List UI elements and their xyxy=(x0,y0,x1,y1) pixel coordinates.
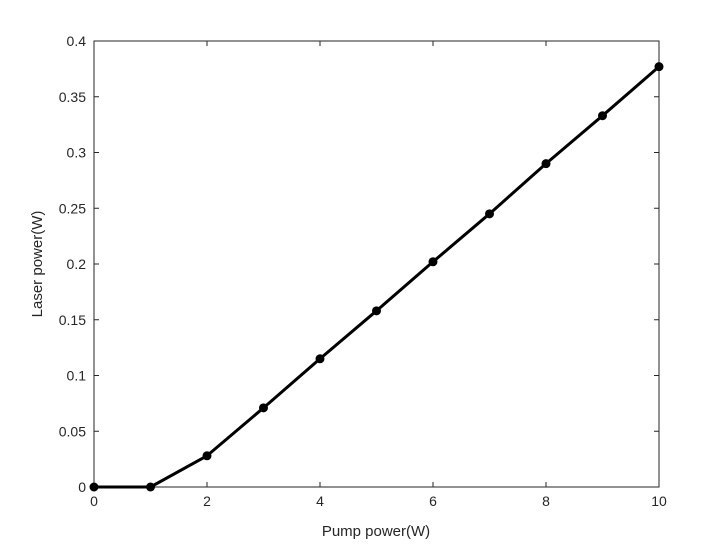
series-layer xyxy=(89,62,664,492)
x-tick-label: 10 xyxy=(651,493,667,509)
y-tick-label: 0.35 xyxy=(59,89,86,105)
y-tick-label: 0.4 xyxy=(67,33,87,49)
x-axis: 0 2 4 6 8 10 xyxy=(90,41,667,509)
data-point xyxy=(89,482,99,492)
y-axis: 0 0.05 0.1 0.15 0.2 0.25 0.3 0.35 0.4 xyxy=(59,33,659,495)
y-tick-label: 0.25 xyxy=(59,200,86,216)
y-axis-label: Laser power(W) xyxy=(29,211,46,318)
x-axis-label: Pump power(W) xyxy=(322,523,430,540)
data-point xyxy=(541,159,551,169)
data-point xyxy=(428,257,438,267)
axes-box xyxy=(93,40,660,488)
data-point xyxy=(654,62,664,72)
y-tick-label: 0 xyxy=(78,479,86,495)
data-point xyxy=(146,482,155,492)
data-point xyxy=(202,451,212,461)
y-tick-label: 0.05 xyxy=(59,423,86,439)
y-tick-label: 0.1 xyxy=(67,368,87,384)
data-point xyxy=(485,209,494,219)
x-tick-label: 6 xyxy=(429,493,437,509)
x-tick-label: 0 xyxy=(90,493,98,509)
plot-frame xyxy=(93,40,660,488)
x-tick-label: 2 xyxy=(203,493,211,509)
y-tick-label: 0.15 xyxy=(59,312,86,328)
data-point xyxy=(372,306,381,316)
data-point xyxy=(598,111,607,121)
y-tick-label: 0.2 xyxy=(67,256,87,272)
x-tick-label: 8 xyxy=(542,493,550,509)
y-tick-label: 0.3 xyxy=(67,145,87,161)
data-point xyxy=(259,403,268,413)
series-line xyxy=(94,65,660,489)
x-tick-label: 4 xyxy=(316,493,324,509)
data-point xyxy=(315,354,325,364)
